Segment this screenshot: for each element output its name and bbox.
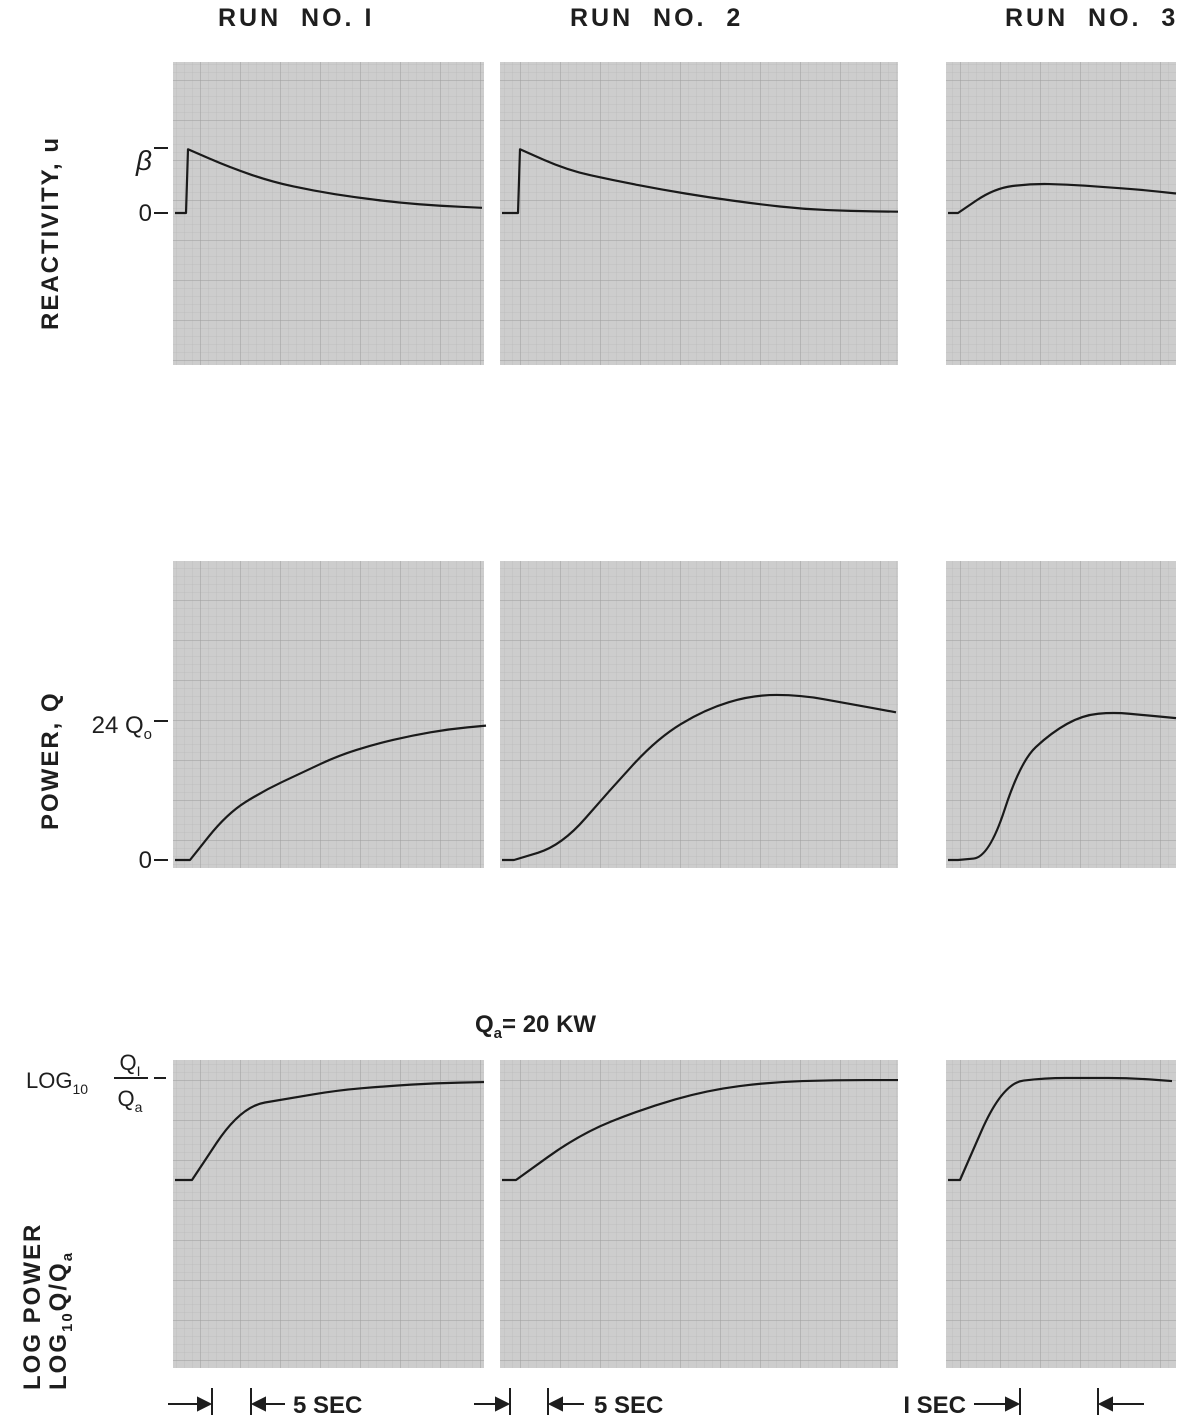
chart-panel-r3-c2	[500, 1060, 898, 1368]
annotation-qa-rest: = 20 KW	[502, 1011, 596, 1038]
ylabel-log-power-tail: Q/Q	[45, 1261, 72, 1311]
tick-zero-power: 0	[139, 847, 152, 874]
svg-text:LOG10: LOG10	[26, 1068, 88, 1097]
run-header-3: RUN NO. 3	[1005, 4, 1179, 32]
tick-24q: 24 Q	[92, 712, 144, 739]
panel-grid	[500, 1060, 898, 1368]
trace-line	[948, 1076, 1173, 1182]
tick-log-den: Q	[118, 1086, 135, 1111]
trace-line	[175, 1080, 485, 1182]
trace-line	[502, 693, 897, 862]
trace-line	[948, 182, 1177, 215]
tick-24q-sub: o	[144, 726, 152, 743]
tick-zero-reactivity: 0	[139, 200, 152, 227]
ylabel-log-power-tail-sub: a	[59, 1251, 76, 1261]
chart-panel-r2-c3	[946, 561, 1177, 868]
trace-line	[948, 711, 1177, 862]
chart-panel-r2-c1	[173, 561, 487, 868]
svg-text:Qa= 20 KW: Qa= 20 KW	[475, 1011, 596, 1042]
chart-panel-r2-c2	[500, 561, 898, 868]
panel-grid	[173, 561, 484, 868]
chart-panel-r3-c1	[173, 1060, 485, 1368]
time-scale-label-run1: 5 SEC	[293, 1392, 362, 1418]
time-scale-run3	[974, 1388, 1144, 1415]
ylabel-log-power: LOG POWER LOG10Q/Qa	[19, 1223, 76, 1390]
chart-panel-r1-c3	[946, 62, 1177, 365]
chart-panel-r1-c2	[500, 62, 899, 365]
tick-log-num: Q	[119, 1050, 136, 1075]
time-scale-run2	[474, 1388, 584, 1415]
chart-panel-r3-c3	[946, 1060, 1176, 1368]
panel-grid	[173, 1060, 484, 1368]
svg-text:QI: QI	[119, 1050, 140, 1079]
panel-grid	[946, 62, 1176, 365]
annotation-qa: Q	[475, 1011, 494, 1038]
trace-line	[175, 724, 487, 862]
time-scale-label-run3: I SEC	[903, 1392, 966, 1418]
tick-beta: β	[135, 145, 152, 176]
run-header-1: RUN NO. I	[218, 4, 375, 32]
ylabel-power: POWER, Q	[37, 691, 64, 830]
tick-log-q1-qa: LOG10 QI Qa	[26, 1050, 166, 1115]
ylabel-log-power-line1: LOG POWER	[19, 1223, 46, 1390]
tick-log-den-sub: a	[135, 1099, 143, 1115]
tick-log-sub: 10	[72, 1081, 88, 1097]
run-header-2: RUN NO. 2	[570, 4, 744, 32]
trace-line	[175, 148, 483, 215]
tick-log-num-sub: I	[137, 1063, 141, 1079]
panel-grid	[173, 62, 484, 365]
trace-line	[502, 1078, 898, 1182]
panel-grid	[500, 62, 898, 365]
svg-text:24 Qo: 24 Qo	[92, 712, 152, 743]
ylabel-reactivity: REACTIVITY, u	[37, 136, 64, 330]
time-scale-label-run2: 5 SEC	[594, 1392, 663, 1418]
chart-panel-r1-c1	[173, 62, 484, 365]
svg-text:LOG10Q/Qa: LOG10Q/Qa	[45, 1251, 76, 1390]
ylabel-log-power-sub: 10	[59, 1311, 76, 1332]
annotation-qa-sub: a	[494, 1025, 503, 1042]
ylabel-log-power-log: LOG	[45, 1332, 72, 1390]
svg-text:Qa: Qa	[118, 1086, 143, 1115]
panel-grid	[946, 1060, 1176, 1368]
time-scale-run1	[168, 1388, 285, 1415]
trace-line	[502, 148, 899, 215]
tick-log-prefix: LOG	[26, 1068, 72, 1093]
